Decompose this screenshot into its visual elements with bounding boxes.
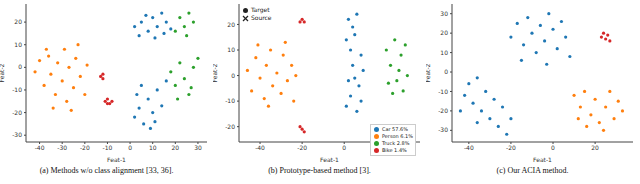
svg-text:20: 20	[440, 29, 448, 36]
html-text:Truck 2.8%: Truck 2.8%	[381, 139, 410, 146]
svg-text:20: 20	[591, 144, 599, 151]
svg-text:30: 30	[194, 144, 202, 151]
html-text:Target: Target	[250, 6, 270, 13]
svg-text:20: 20	[227, 21, 235, 28]
svg-text:20: 20	[14, 18, 22, 25]
svg-text:-40: -40	[464, 144, 474, 151]
svg-text:-20: -20	[297, 144, 307, 151]
svg-text:-20: -20	[225, 123, 235, 130]
svg-text:-10: -10	[225, 97, 235, 104]
svg-text:10: 10	[440, 49, 448, 56]
svg-text:0: 0	[231, 72, 235, 79]
svg-text:Feat-1: Feat-1	[533, 156, 552, 162]
svg-text:30: 30	[440, 10, 448, 17]
svg-text:-20: -20	[438, 107, 448, 114]
svg-text:Feat-2: Feat-2	[213, 63, 218, 82]
html-text:Bike 1.4%: Bike 1.4%	[381, 146, 407, 153]
svg-text:-10: -10	[103, 144, 113, 151]
svg-text:-10: -10	[12, 86, 22, 93]
svg-text:10: 10	[227, 46, 235, 53]
svg-text:-10: -10	[438, 88, 448, 95]
svg-text:-30: -30	[438, 126, 448, 133]
svg-text:0: 0	[551, 144, 555, 151]
svg-text:Feat-1: Feat-1	[320, 156, 339, 162]
svg-text:0: 0	[444, 68, 448, 75]
html-text:(c) Our ACIA method.: (c) Our ACIA method.	[496, 166, 569, 175]
html-text:(a) Methods w/o class alignmen: (a) Methods w/o class alignment [33, 36]…	[39, 166, 174, 175]
svg-text:Feat-1: Feat-1	[107, 156, 126, 162]
svg-text:-20: -20	[12, 109, 22, 116]
svg-text:-30: -30	[12, 131, 22, 138]
html-text:Source: Source	[250, 14, 272, 21]
html-text:Car 57.6%: Car 57.6%	[381, 125, 408, 132]
svg-text:-20: -20	[80, 144, 90, 151]
svg-text:Feat-2: Feat-2	[426, 63, 431, 82]
svg-text:10: 10	[14, 41, 22, 48]
html-text:(b) Prototype-based method [3]: (b) Prototype-based method [3].	[268, 166, 371, 175]
svg-text:20: 20	[172, 144, 180, 151]
svg-text:0: 0	[128, 144, 132, 151]
html-text:Person 6.1%: Person 6.1%	[381, 132, 413, 139]
svg-text:10: 10	[149, 144, 157, 151]
svg-text:-30: -30	[57, 144, 67, 151]
svg-text:0: 0	[18, 63, 22, 70]
svg-text:0: 0	[342, 144, 346, 151]
svg-text:-20: -20	[506, 144, 516, 151]
svg-text:-40: -40	[35, 144, 45, 151]
svg-text:-40: -40	[255, 144, 265, 151]
